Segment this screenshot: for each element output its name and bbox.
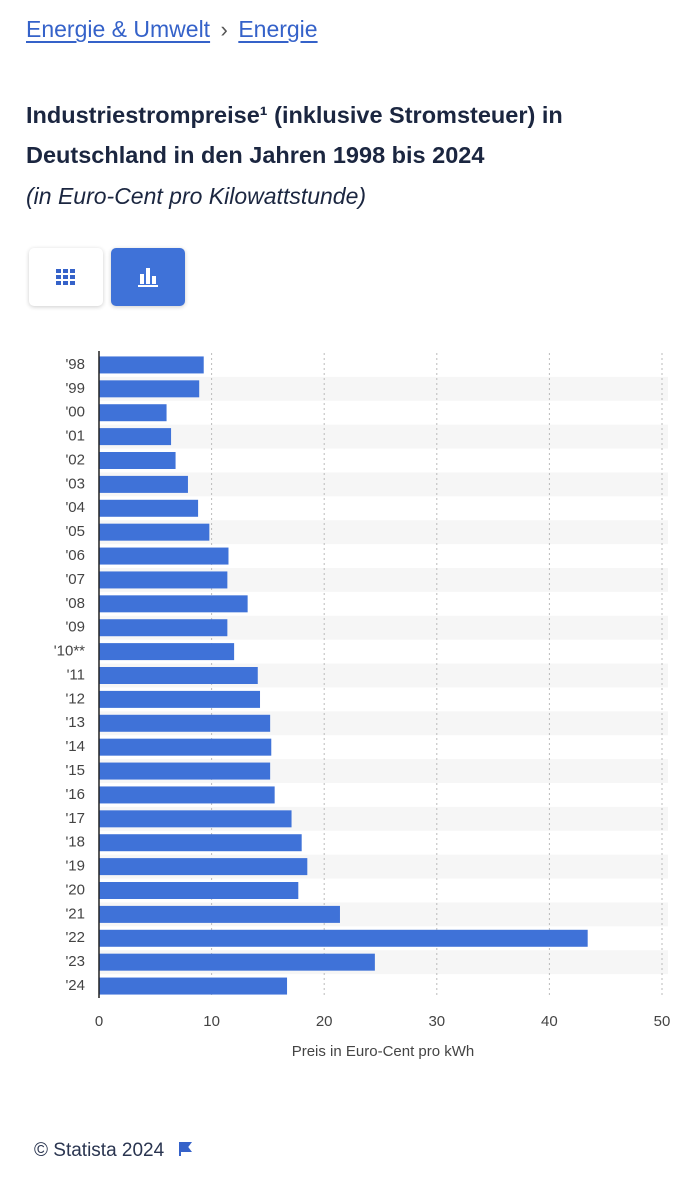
bar [99, 404, 167, 422]
bar [99, 810, 292, 828]
bar [99, 428, 172, 446]
bar [99, 858, 308, 876]
y-tick-label: '98 [65, 356, 85, 373]
y-tick-label: '14 [65, 738, 85, 755]
x-tick-label: 20 [316, 1013, 333, 1030]
table-view-button[interactable] [29, 248, 103, 306]
y-tick-label: '00 [65, 404, 85, 421]
y-tick-label: '11 [67, 666, 85, 683]
copyright: © Statista 2024 [34, 1140, 165, 1161]
bar [99, 929, 588, 947]
y-tick-label: '02 [65, 451, 85, 468]
y-tick-label: '03 [65, 475, 85, 492]
bar [99, 523, 210, 541]
flag-icon[interactable] [177, 1141, 193, 1157]
row-band [99, 376, 668, 401]
row-band [99, 520, 668, 545]
chart-icon [138, 268, 158, 287]
bar [99, 738, 272, 756]
y-tick-label: '07 [65, 571, 85, 588]
y-tick-label: '21 [65, 905, 85, 922]
y-tick-label: '15 [65, 762, 85, 779]
row-band [99, 568, 668, 592]
y-tick-label: '22 [65, 929, 85, 946]
y-tick-label: '10** [54, 643, 85, 660]
y-tick-label: '17 [65, 810, 85, 827]
row-band [99, 424, 668, 449]
y-tick-label: '16 [65, 786, 85, 803]
y-tick-label: '23 [65, 953, 85, 970]
x-axis-label: Preis in Euro-Cent pro kWh [292, 1043, 475, 1060]
row-band [99, 615, 668, 640]
bar [99, 714, 271, 732]
bar [99, 643, 235, 661]
y-tick-label: '99 [65, 380, 85, 397]
y-tick-label: '13 [65, 714, 85, 731]
bar [99, 595, 248, 613]
bar [99, 882, 299, 899]
y-tick-label: '12 [65, 690, 85, 707]
breadcrumb-link[interactable]: Energie & Umwelt [26, 16, 211, 42]
chart: Preis in Euro-Cent pro kWh 0 10 20 30 40 50 '9… [54, 351, 671, 1060]
y-tick-label: '18 [65, 834, 85, 851]
breadcrumb-separator: › [220, 17, 228, 42]
bar [99, 762, 271, 780]
bar [99, 452, 176, 469]
y-tick-label: '08 [65, 595, 85, 612]
bar [99, 667, 258, 684]
bar [99, 905, 340, 923]
bar [99, 977, 288, 995]
x-tick-label: 50 [654, 1013, 671, 1030]
breadcrumb-link[interactable]: Energie [238, 16, 318, 42]
bar [99, 475, 188, 493]
chart-subtitle: (in Euro-Cent pro Kilowattstunde) [26, 183, 367, 209]
bar [99, 786, 275, 804]
y-tick-label: '05 [65, 523, 85, 540]
bar [99, 499, 199, 517]
bar [99, 547, 229, 565]
chart-view-button[interactable] [111, 248, 185, 306]
x-tick-label: 40 [541, 1013, 558, 1030]
bar [99, 356, 204, 374]
bar [99, 619, 228, 637]
x-tick-label: 0 [95, 1013, 103, 1030]
x-tick-label: 10 [203, 1013, 220, 1030]
bar [99, 834, 302, 852]
bar [99, 571, 228, 589]
bar [99, 690, 261, 708]
bar [99, 380, 200, 398]
footer: © Statista 2024 [34, 1140, 193, 1162]
breadcrumb: Energie & Umwelt › Energie [26, 16, 318, 43]
y-tick-label: '24 [65, 977, 85, 994]
bar [99, 953, 375, 971]
y-tick-label: '01 [65, 428, 85, 445]
y-tick-label: '06 [65, 547, 85, 564]
y-tick-label: '20 [65, 881, 85, 898]
table-icon [56, 269, 75, 285]
chart-title: Industriestrompreise¹ (inklusive Stromst… [26, 102, 563, 168]
row-band [99, 472, 668, 497]
y-tick-label: '04 [65, 499, 85, 516]
x-tick-label: 30 [428, 1013, 445, 1030]
y-tick-label: '19 [65, 858, 85, 875]
y-tick-label: '09 [65, 619, 85, 636]
